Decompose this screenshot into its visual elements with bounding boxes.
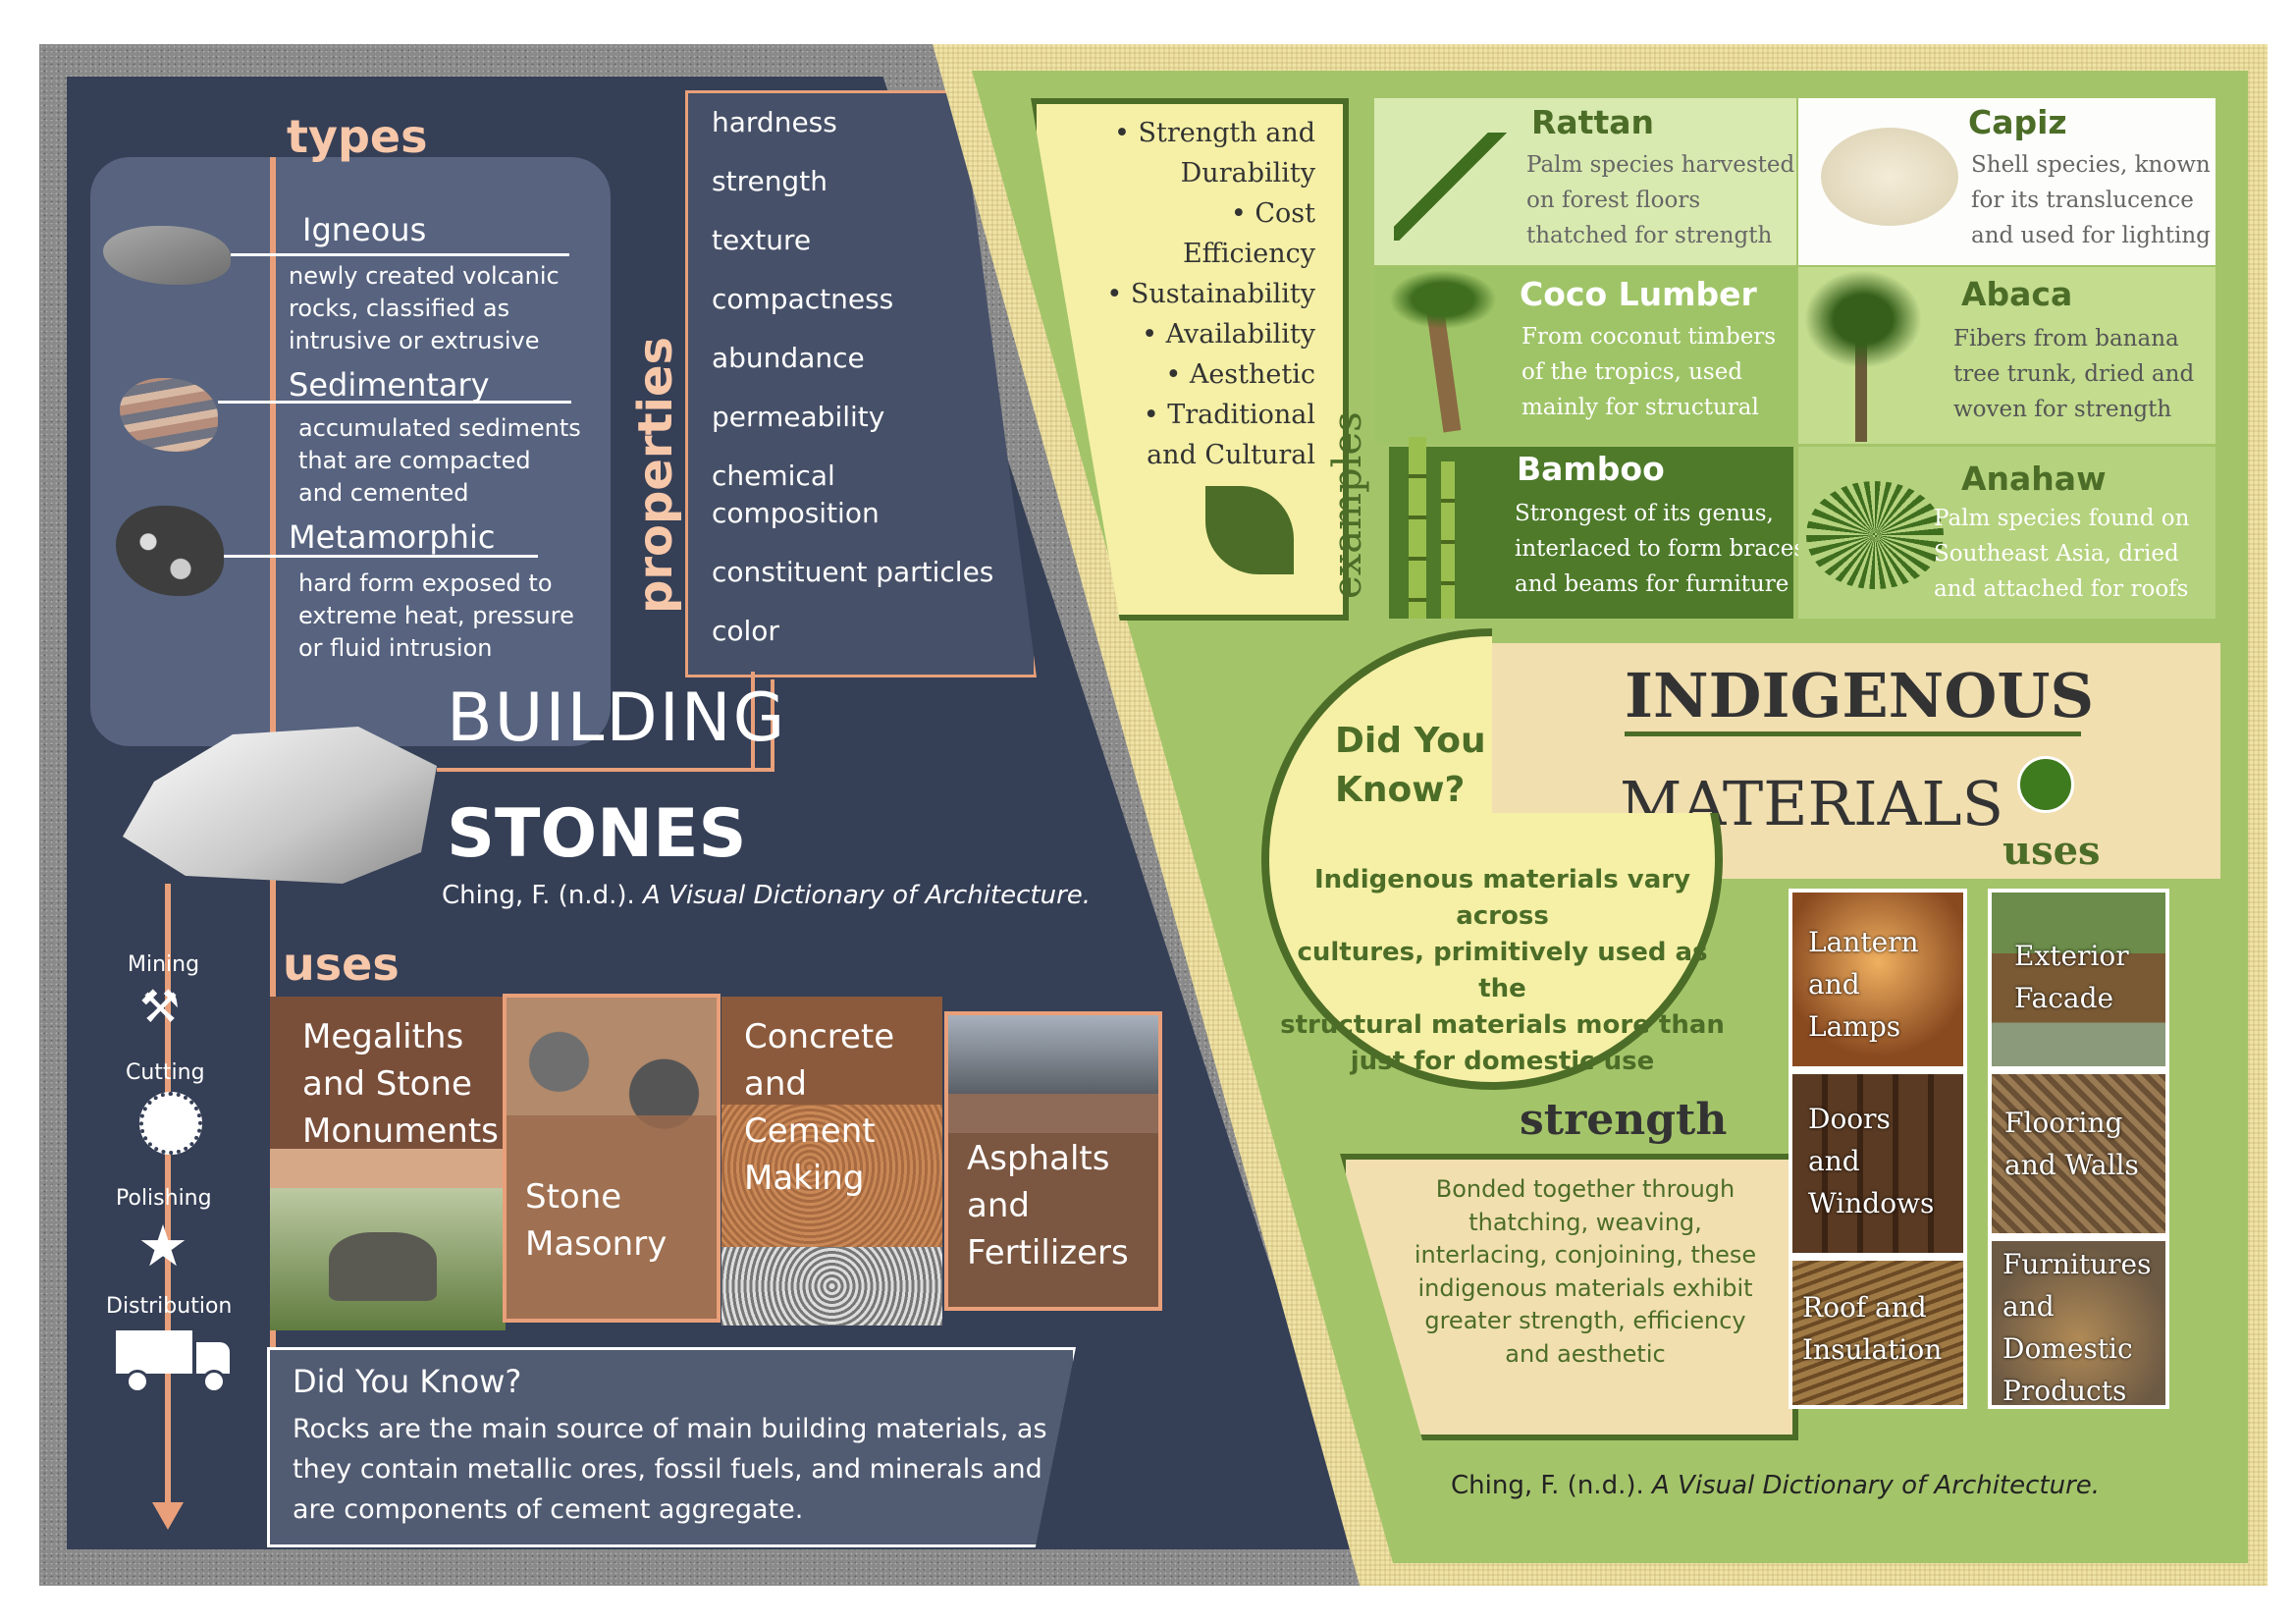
use-label-stone-masonry: Stone Masonry bbox=[525, 1177, 667, 1264]
property-color: color bbox=[712, 615, 779, 647]
example-desc-abaca: Fibers from banana tree trunk, dried and w… bbox=[1953, 326, 2195, 422]
property-chemical: chemical bbox=[712, 460, 835, 492]
use-photo-lantern bbox=[1789, 889, 1967, 1070]
property-abundance: abundance bbox=[712, 342, 865, 374]
type-desc-metamorphic: hard form exposed to extreme heat, pressu… bbox=[298, 569, 574, 662]
did-you-know-title-right: Did You Know? bbox=[1335, 721, 1486, 810]
examples-heading: examples bbox=[1325, 411, 1370, 599]
property-composition: composition bbox=[712, 497, 880, 529]
example-name-capiz: Capiz bbox=[1968, 103, 2067, 141]
bamboo-image bbox=[1409, 437, 1426, 619]
process-line bbox=[165, 884, 171, 1507]
type-name-igneous: Igneous bbox=[302, 211, 427, 248]
example-name-abaca: Abaca bbox=[1961, 275, 2073, 313]
process-cutting-label: Cutting bbox=[126, 1060, 205, 1085]
star-icon: ★ bbox=[137, 1213, 188, 1279]
use-label-lantern: Lantern and Lamps bbox=[1808, 926, 1919, 1043]
use-label-flooring: Flooring and Walls bbox=[2004, 1107, 2139, 1181]
truck-icon bbox=[116, 1330, 232, 1393]
example-card-bamboo bbox=[1389, 447, 1793, 619]
use-label-roof: Roof and Insulation bbox=[1802, 1291, 1943, 1366]
example-desc-coco-lumber: From coconut timbers of the tropics, used… bbox=[1522, 324, 1777, 420]
type-desc-igneous: newly created volcanic rocks, classified … bbox=[289, 262, 560, 354]
process-distribution-label: Distribution bbox=[106, 1294, 233, 1319]
use-label-megaliths: Megaliths and Stone Monuments bbox=[302, 1017, 499, 1151]
use-photo-doors bbox=[1789, 1070, 1967, 1257]
use-label-furnitures: Furnitures and Domestic Products bbox=[2002, 1248, 2152, 1407]
did-you-know-text-right: Indigenous materials vary across cultures… bbox=[1280, 865, 1725, 1076]
property-permeability: permeability bbox=[712, 401, 885, 433]
did-you-know-title-left: Did You Know? bbox=[293, 1363, 522, 1400]
example-name-coco-lumber: Coco Lumber bbox=[1520, 275, 1757, 313]
strength-heading: strength bbox=[1520, 1095, 1728, 1145]
property-hardness: hardness bbox=[712, 106, 837, 138]
did-you-know-text-left: Rocks are the main source of main buildi… bbox=[293, 1414, 1047, 1525]
qualities-list: • Strength and Durability • Cost Efficie… bbox=[1106, 118, 1315, 470]
use-photo-furnitures bbox=[1988, 1237, 2169, 1409]
rattan-leaf-image bbox=[1394, 133, 1522, 241]
example-name-rattan: Rattan bbox=[1531, 103, 1654, 141]
type-name-sedimentary: Sedimentary bbox=[289, 366, 490, 404]
use-tile-asphalts bbox=[944, 1011, 1162, 1311]
did-you-know-box-left bbox=[267, 1347, 1076, 1547]
use-label-concrete: Concrete and Cement Making bbox=[744, 1017, 895, 1198]
example-name-anahaw: Anahaw bbox=[1961, 460, 2107, 498]
example-desc-capiz: Shell species, known for its translucence… bbox=[1971, 152, 2211, 248]
title-stones: STONES bbox=[447, 795, 747, 873]
use-label-asphalts: Asphalts and Fertilizers bbox=[967, 1139, 1129, 1272]
type-desc-sedimentary: accumulated sediments that are compacted a… bbox=[298, 414, 581, 507]
citation-right: Ching, F. (n.d.). A Visual Dictionary of… bbox=[1451, 1471, 2101, 1500]
process-polishing-label: Polishing bbox=[116, 1186, 212, 1211]
process-mining-label: Mining bbox=[128, 952, 200, 977]
process-arrow-icon bbox=[152, 1502, 184, 1530]
use-tile-concrete bbox=[721, 997, 942, 1326]
property-texture: texture bbox=[712, 224, 812, 256]
use-label-facade: Exterior Facade bbox=[2014, 940, 2129, 1014]
example-desc-rattan: Palm species harvested on forest floors th… bbox=[1526, 152, 1795, 248]
citation-left: Ching, F. (n.d.). A Visual Dictionary of… bbox=[442, 881, 1092, 910]
globe-icon bbox=[2017, 756, 2074, 813]
types-heading: types bbox=[287, 110, 428, 163]
use-photo-facade bbox=[1988, 889, 2169, 1070]
anahaw-leaf-image bbox=[1806, 481, 1944, 589]
saw-blade-icon bbox=[139, 1092, 202, 1155]
uses-heading-right: uses bbox=[2002, 828, 2101, 874]
type-name-metamorphic: Metamorphic bbox=[289, 518, 496, 556]
sedimentary-rock-image bbox=[120, 378, 218, 452]
strength-text: Bonded together through thatching, weavin… bbox=[1414, 1175, 1757, 1368]
capiz-shell-image bbox=[1821, 128, 1958, 226]
use-tile-stone-masonry bbox=[503, 994, 721, 1323]
use-photo-flooring bbox=[1988, 1070, 2169, 1237]
properties-heading: properties bbox=[628, 336, 683, 614]
property-compactness: compactness bbox=[712, 283, 894, 315]
property-strength: strength bbox=[712, 165, 828, 197]
title-building: BUILDING bbox=[447, 679, 787, 757]
use-photo-roof bbox=[1789, 1257, 1967, 1409]
use-tile-megaliths bbox=[270, 997, 506, 1330]
metamorphic-rock-image bbox=[116, 506, 224, 596]
hammer-pick-icon: ⚒ bbox=[139, 980, 181, 1033]
strength-panel bbox=[1340, 1154, 1798, 1440]
example-desc-bamboo: Strongest of its genus, interlaced to for… bbox=[1515, 501, 1806, 597]
use-label-doors: Doors and Windows bbox=[1808, 1103, 1935, 1219]
title-indigenous: INDIGENOUS bbox=[1625, 660, 2095, 731]
igneous-rock-image bbox=[103, 226, 231, 285]
example-name-bamboo: Bamboo bbox=[1517, 450, 1665, 488]
property-constituent-particles: constituent particles bbox=[712, 556, 994, 588]
example-desc-anahaw: Palm species found on Southeast Asia, dri… bbox=[1934, 506, 2190, 602]
uses-heading-left: uses bbox=[283, 938, 400, 991]
